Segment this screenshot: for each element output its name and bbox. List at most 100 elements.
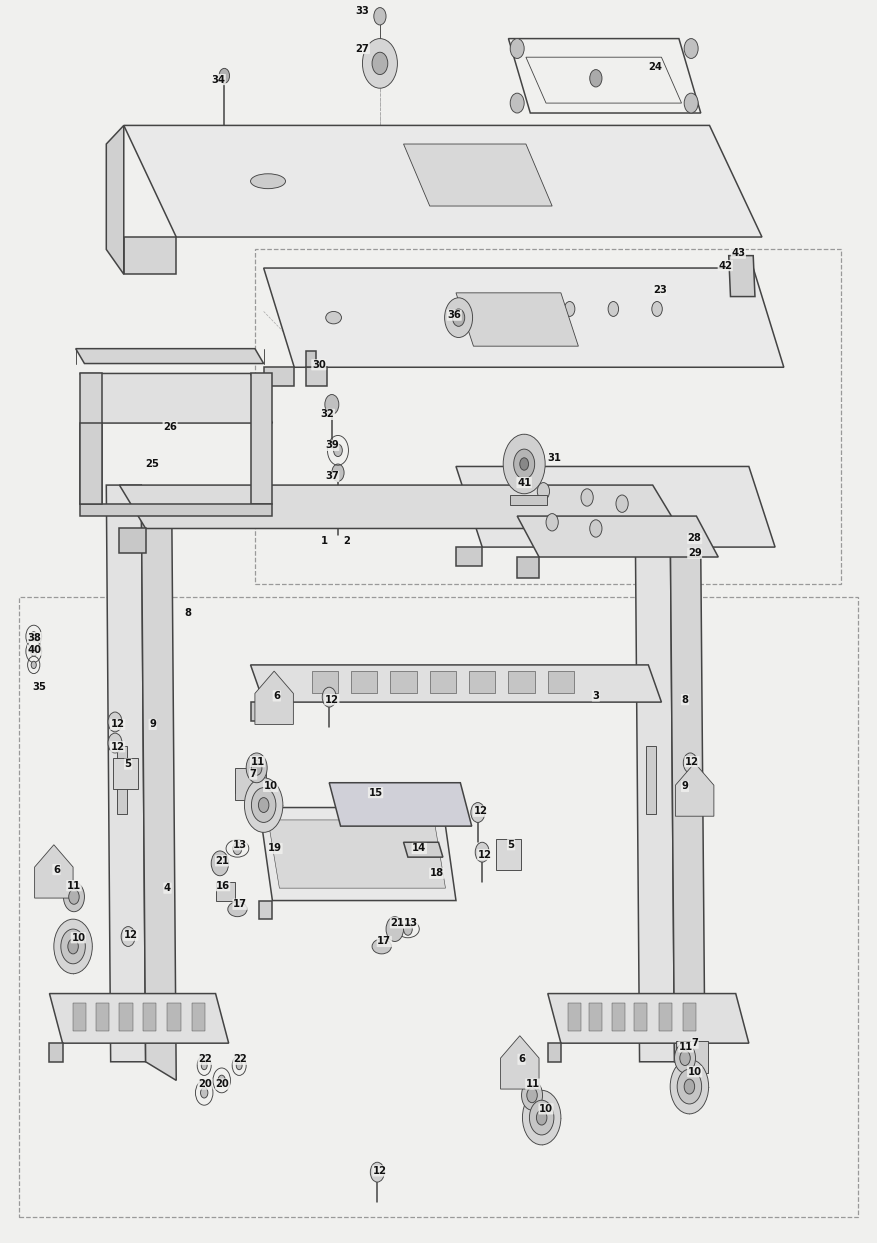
Polygon shape: [305, 367, 327, 385]
Text: 24: 24: [648, 62, 662, 72]
Polygon shape: [49, 993, 229, 1043]
Circle shape: [503, 434, 545, 493]
Polygon shape: [403, 843, 443, 858]
Text: 21: 21: [390, 917, 404, 927]
Circle shape: [674, 1043, 695, 1073]
Text: 11: 11: [526, 1079, 540, 1089]
Text: 17: 17: [377, 936, 391, 946]
Circle shape: [252, 788, 276, 823]
Bar: [168, 1003, 181, 1030]
Polygon shape: [260, 808, 456, 900]
Text: 39: 39: [325, 440, 339, 450]
Polygon shape: [729, 256, 755, 297]
Polygon shape: [456, 466, 775, 547]
Circle shape: [61, 929, 85, 963]
Ellipse shape: [251, 174, 286, 189]
Text: 6: 6: [274, 691, 281, 701]
Polygon shape: [264, 367, 295, 385]
Circle shape: [31, 646, 37, 656]
Text: 43: 43: [731, 249, 745, 259]
Bar: [351, 671, 377, 694]
Circle shape: [324, 394, 339, 414]
Circle shape: [677, 1069, 702, 1104]
Text: 12: 12: [474, 807, 488, 817]
Polygon shape: [548, 993, 749, 1043]
Text: 12: 12: [373, 1166, 387, 1176]
Polygon shape: [119, 528, 146, 553]
Text: 25: 25: [146, 459, 160, 469]
Circle shape: [108, 712, 122, 732]
Polygon shape: [517, 516, 718, 557]
Circle shape: [201, 1088, 208, 1098]
Text: 29: 29: [688, 548, 702, 558]
Circle shape: [63, 883, 84, 911]
Text: 12: 12: [124, 930, 138, 940]
Text: 10: 10: [264, 782, 278, 792]
Text: 11: 11: [679, 1042, 693, 1052]
Text: 12: 12: [685, 757, 699, 767]
Text: 30: 30: [312, 359, 325, 369]
Polygon shape: [80, 373, 102, 503]
Polygon shape: [106, 485, 146, 1062]
Bar: [117, 746, 127, 814]
Text: 26: 26: [163, 421, 177, 431]
Circle shape: [218, 1075, 225, 1085]
Polygon shape: [124, 237, 176, 275]
Bar: [568, 1003, 581, 1030]
Text: 8: 8: [184, 608, 191, 618]
Bar: [311, 671, 338, 694]
Bar: [588, 1003, 602, 1030]
Text: 12: 12: [478, 850, 492, 860]
Ellipse shape: [372, 938, 391, 953]
Polygon shape: [251, 373, 273, 503]
Polygon shape: [403, 144, 553, 206]
Circle shape: [372, 52, 388, 75]
Circle shape: [32, 661, 36, 669]
Polygon shape: [456, 293, 578, 346]
Circle shape: [477, 298, 488, 313]
Bar: [143, 1003, 156, 1030]
Circle shape: [684, 39, 698, 58]
Circle shape: [565, 302, 575, 317]
Circle shape: [684, 1079, 695, 1094]
Text: 37: 37: [325, 471, 339, 481]
Text: 22: 22: [198, 1054, 212, 1064]
Text: 5: 5: [125, 759, 132, 769]
Circle shape: [527, 1088, 538, 1103]
Text: 6: 6: [53, 865, 60, 875]
Circle shape: [471, 803, 485, 823]
Polygon shape: [670, 516, 705, 1080]
Bar: [390, 671, 417, 694]
Polygon shape: [124, 126, 762, 237]
Circle shape: [201, 1062, 207, 1070]
Text: 13: 13: [403, 917, 417, 927]
Circle shape: [581, 488, 593, 506]
Polygon shape: [456, 547, 482, 566]
Text: 3: 3: [593, 691, 599, 701]
Text: 11: 11: [251, 757, 265, 767]
Circle shape: [333, 444, 342, 456]
Polygon shape: [49, 1043, 62, 1062]
Circle shape: [374, 7, 386, 25]
Bar: [548, 671, 574, 694]
Text: 34: 34: [211, 75, 225, 85]
Circle shape: [670, 1059, 709, 1114]
Circle shape: [523, 1090, 561, 1145]
Circle shape: [68, 938, 78, 953]
Text: 20: 20: [198, 1079, 212, 1089]
Circle shape: [510, 39, 524, 58]
Text: 9: 9: [681, 782, 688, 792]
Text: 5: 5: [508, 840, 515, 850]
Circle shape: [510, 93, 524, 113]
Text: 7: 7: [691, 1038, 698, 1048]
Circle shape: [616, 495, 628, 512]
Circle shape: [370, 1162, 384, 1182]
Polygon shape: [80, 503, 273, 516]
Circle shape: [520, 457, 529, 470]
Circle shape: [530, 1100, 554, 1135]
Polygon shape: [329, 783, 472, 827]
Circle shape: [546, 513, 559, 531]
Bar: [119, 1003, 132, 1030]
Circle shape: [236, 1062, 242, 1070]
Circle shape: [259, 798, 269, 813]
